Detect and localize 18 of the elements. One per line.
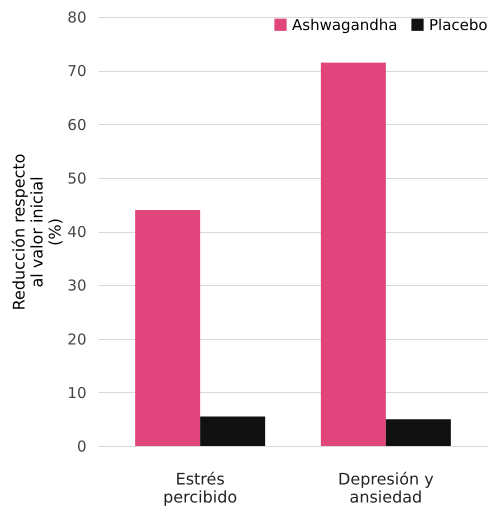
bar bbox=[200, 416, 266, 446]
bar bbox=[320, 62, 386, 446]
x-tick-label: Estrés percibido bbox=[163, 470, 238, 506]
bar bbox=[135, 210, 200, 446]
legend-label: Placebo bbox=[429, 16, 488, 34]
y-tick-label: 40 bbox=[67, 223, 86, 241]
y-tick-label: 30 bbox=[67, 276, 86, 295]
legend-label: Ashwagandha bbox=[292, 16, 398, 34]
y-axis-title: Reducción respecto al valor inicial (%) bbox=[9, 154, 64, 310]
y-tick-label: 20 bbox=[67, 330, 86, 348]
y-tick-label: 10 bbox=[67, 384, 86, 402]
y-tick-label: 80 bbox=[67, 8, 86, 26]
y-tick-label: 50 bbox=[67, 169, 86, 188]
y-tick-label: 70 bbox=[67, 62, 86, 80]
bar bbox=[386, 419, 451, 446]
y-tick-label: 60 bbox=[67, 116, 86, 134]
y-tick-label: 0 bbox=[76, 438, 86, 456]
x-tick-label: Depresión y ansiedad bbox=[338, 470, 434, 506]
